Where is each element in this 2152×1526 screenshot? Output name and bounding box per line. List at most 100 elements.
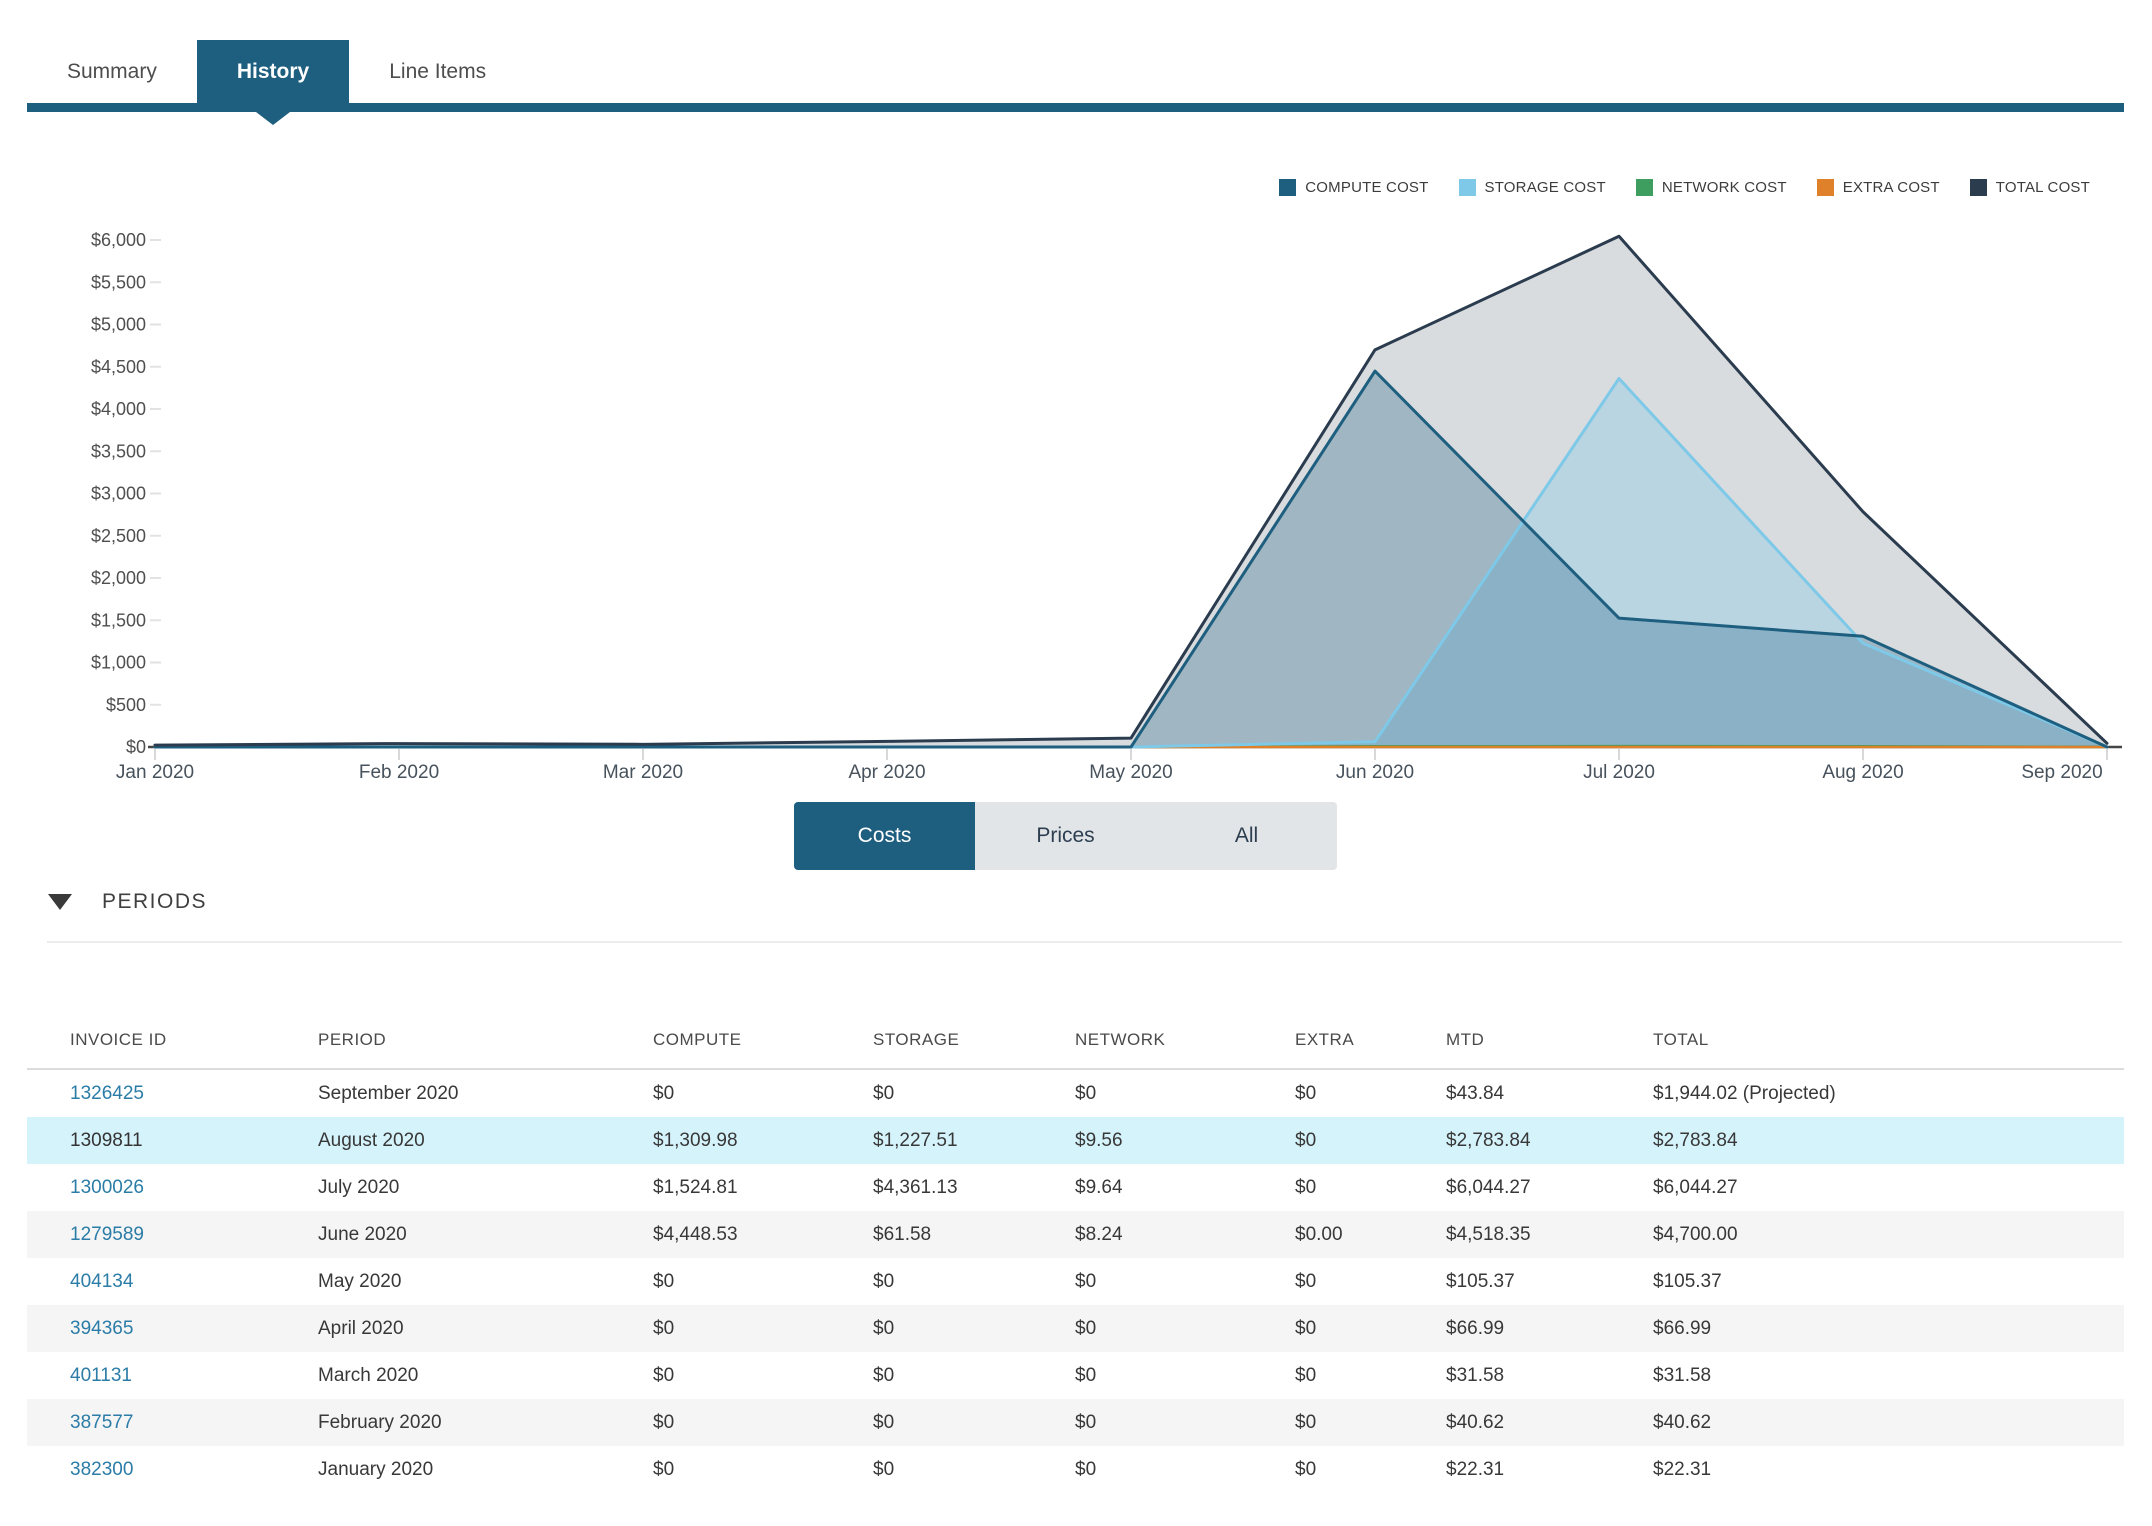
cell-network: $0 — [1075, 1458, 1097, 1480]
table-row-july-2020[interactable]: 1300026 July 2020 $1,524.81 $4,361.13 $9.64 $… — [27, 1164, 2124, 1211]
legend-item-storage-cost[interactable]: STORAGE COST — [1458, 179, 1606, 196]
cell-mtd: $66.99 — [1446, 1317, 1505, 1339]
legend-label: EXTRA COST — [1842, 179, 1940, 196]
y-axis-tick-label: $2,000 — [91, 568, 146, 588]
cell-compute: $0 — [653, 1317, 675, 1339]
cell-compute: $0 — [653, 1458, 675, 1480]
cell-storage: $1,227.51 — [873, 1129, 958, 1151]
legend-swatch-icon — [1458, 179, 1476, 196]
cell-network: $0 — [1075, 1364, 1097, 1386]
y-axis-tick-label: $4,000 — [91, 399, 146, 419]
column-header-mtd: MTD — [1446, 1030, 1485, 1049]
cell-total: $105.37 — [1653, 1270, 1722, 1292]
legend-swatch-icon — [1816, 179, 1834, 196]
x-axis-tick-label: Apr 2020 — [848, 762, 925, 783]
y-axis-tick-label: $500 — [106, 695, 146, 715]
x-axis-tick-label: Mar 2020 — [603, 762, 683, 783]
invoice-id-link[interactable]: 1326425 — [70, 1082, 144, 1104]
collapse-triangle-icon[interactable] — [48, 894, 72, 910]
column-header-storage: STORAGE — [873, 1030, 960, 1049]
tab-line-items[interactable]: Line Items — [389, 60, 487, 83]
toggle-all-button[interactable]: All — [1156, 802, 1337, 870]
cell-network: $0 — [1075, 1411, 1097, 1433]
cell-storage: $61.58 — [873, 1223, 932, 1245]
column-header-network: NETWORK — [1075, 1030, 1166, 1049]
table-body: 1326425 September 2020 $0 $0 $0 $0 $43.84 $1,94… — [27, 1070, 2124, 1493]
cell-network: $0 — [1075, 1082, 1097, 1104]
y-axis-tick-label: $1,000 — [91, 653, 146, 673]
cell-compute: $4,448.53 — [653, 1223, 738, 1245]
cell-extra: $0 — [1295, 1176, 1317, 1198]
y-axis-tick-label: $5,500 — [91, 272, 146, 292]
invoice-id-link[interactable]: 1279589 — [70, 1223, 144, 1245]
periods-table: INVOICE ID PERIOD COMPUTE STORAGE NETWORK EXT… — [27, 1012, 2124, 1493]
cell-total: $22.31 — [1653, 1458, 1712, 1480]
cell-extra: $0 — [1295, 1270, 1317, 1292]
periods-section-title: PERIODS — [102, 890, 208, 913]
cell-network: $0 — [1075, 1270, 1097, 1292]
cell-compute: $0 — [653, 1270, 675, 1292]
legend-item-extra-cost[interactable]: EXTRA COST — [1816, 179, 1940, 196]
legend-item-compute-cost[interactable]: COMPUTE COST — [1279, 179, 1428, 196]
cell-extra: $0 — [1295, 1082, 1317, 1104]
cell-total: $4,700.00 — [1653, 1223, 1738, 1245]
cell-network: $0 — [1075, 1317, 1097, 1339]
x-axis-tick-label: Jun 2020 — [1336, 762, 1414, 783]
cell-extra: $0 — [1295, 1411, 1317, 1433]
cell-compute: $1,309.98 — [653, 1129, 738, 1151]
invoice-id-link[interactable]: 1300026 — [70, 1176, 144, 1198]
cell-storage: $0 — [873, 1317, 895, 1339]
legend-label: STORAGE COST — [1484, 179, 1606, 196]
invoice-id-link[interactable]: 394365 — [70, 1317, 134, 1339]
invoice-id-link[interactable]: 401131 — [70, 1364, 132, 1386]
cell-mtd: $6,044.27 — [1446, 1176, 1531, 1198]
table-row-may-2020[interactable]: 404134 May 2020 $0 $0 $0 $0 $105.37 $105.37 — [27, 1258, 2124, 1305]
cell-period: June 2020 — [318, 1223, 407, 1245]
cell-mtd: $22.31 — [1446, 1458, 1505, 1480]
y-axis-tick-label: $3,500 — [91, 441, 146, 461]
legend-swatch-icon — [1635, 179, 1653, 196]
cell-extra: $0 — [1295, 1458, 1317, 1480]
cell-network: $8.24 — [1075, 1223, 1123, 1245]
cell-extra: $0 — [1295, 1129, 1317, 1151]
toggle-costs-button[interactable]: Costs — [794, 802, 975, 870]
cell-compute: $0 — [653, 1364, 675, 1386]
table-row-february-2020[interactable]: 387577 February 2020 $0 $0 $0 $0 $40.62 $40.62 — [27, 1399, 2124, 1446]
cell-mtd: $43.84 — [1446, 1082, 1505, 1104]
cell-mtd: $2,783.84 — [1446, 1129, 1531, 1151]
cell-compute: $0 — [653, 1411, 675, 1433]
invoice-id-link[interactable]: 387577 — [70, 1411, 134, 1433]
cost-history-chart: $0 $500 $1,000 $1,500 $2,000 $2,500 $3,000 $3,5… — [91, 230, 2122, 783]
table-row-august-2020[interactable]: 1309811 August 2020 $1,309.98 $1,227.51 $9.5… — [27, 1117, 2124, 1164]
invoice-id-text: 1309811 — [70, 1129, 143, 1151]
legend-swatch-icon — [1279, 179, 1297, 196]
line-compute-cost — [153, 369, 2109, 749]
table-row-april-2020[interactable]: 394365 April 2020 $0 $0 $0 $0 $66.99 $66.99 — [27, 1305, 2124, 1352]
cell-mtd: $4,518.35 — [1446, 1223, 1531, 1245]
chart-legend: COMPUTE COST STORAGE COST NETWORK COST EXTR… — [1279, 179, 2090, 196]
legend-item-network-cost[interactable]: NETWORK COST — [1635, 179, 1787, 196]
x-axis-tick-label: May 2020 — [1089, 762, 1172, 783]
tab-summary[interactable]: Summary — [67, 60, 157, 83]
table-row-march-2020[interactable]: 401131 March 2020 $0 $0 $0 $0 $31.58 $31.58 — [27, 1352, 2124, 1399]
table-row-january-2020[interactable]: 382300 January 2020 $0 $0 $0 $0 $22.31 $22.31 — [27, 1446, 2124, 1493]
x-axis-tick-label: Jul 2020 — [1583, 762, 1655, 783]
cell-total: $40.62 — [1653, 1411, 1712, 1433]
legend-item-total-cost[interactable]: TOTAL COST — [1969, 179, 2090, 196]
table-row-september-2020[interactable]: 1326425 September 2020 $0 $0 $0 $0 $43.84 $1,94… — [27, 1070, 2124, 1117]
cell-network: $9.56 — [1075, 1129, 1123, 1151]
invoice-id-link[interactable]: 404134 — [70, 1270, 134, 1292]
table-row-june-2020[interactable]: 1279589 June 2020 $4,448.53 $61.58 $8.24 $0.0… — [27, 1211, 2124, 1258]
legend-label: NETWORK COST — [1661, 179, 1787, 196]
cell-storage: $0 — [873, 1270, 895, 1292]
cell-period: July 2020 — [318, 1176, 400, 1198]
y-axis-tick-label: $1,500 — [91, 610, 146, 630]
y-axis-tick-label: $5,000 — [91, 315, 146, 335]
toggle-prices-button[interactable]: Prices — [975, 802, 1156, 870]
legend-swatch-icon — [1969, 179, 1987, 196]
cell-period: August 2020 — [318, 1129, 425, 1151]
tab-history[interactable]: History — [196, 40, 350, 103]
invoice-id-link[interactable]: 382300 — [70, 1458, 134, 1480]
cell-period: January 2020 — [318, 1458, 434, 1480]
